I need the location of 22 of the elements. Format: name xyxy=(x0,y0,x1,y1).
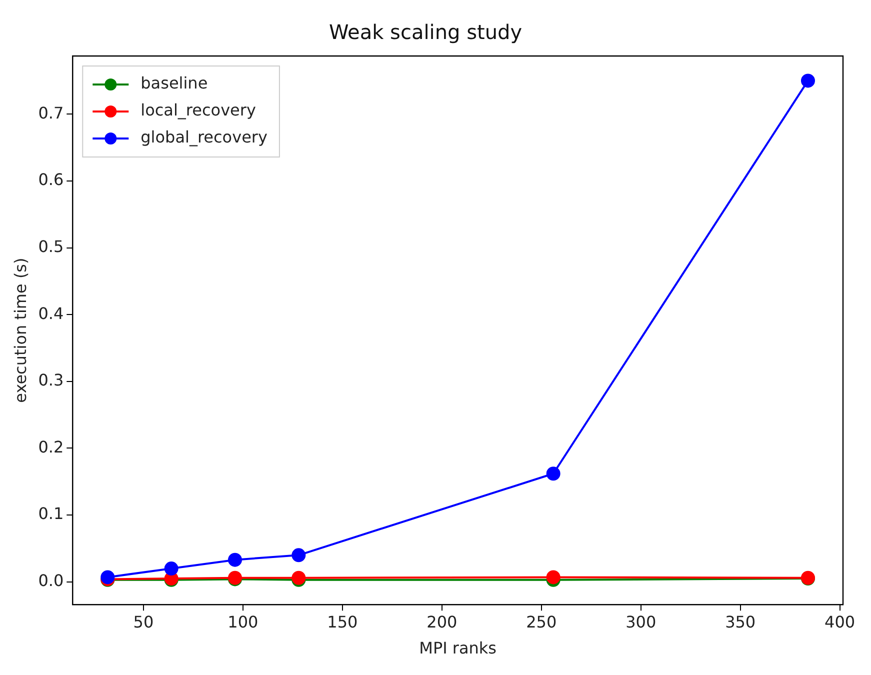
x-tick-label: 200 xyxy=(426,612,458,632)
y-tick-label: 0.5 xyxy=(38,236,64,256)
x-tick-label: 400 xyxy=(824,612,856,632)
legend-label: baseline xyxy=(140,74,208,93)
y-tick-label: 0.3 xyxy=(38,370,64,390)
x-tick-label: 250 xyxy=(526,612,557,632)
y-tick-label: 0.4 xyxy=(38,304,64,323)
x-tick-label: 50 xyxy=(133,612,154,632)
x-tick-label: 100 xyxy=(228,612,258,632)
chart-title: Weak scaling study xyxy=(328,20,522,44)
y-tick-label: 0.6 xyxy=(38,170,64,190)
y-axis-title: execution time (s) xyxy=(10,258,30,403)
x-tick-label: 300 xyxy=(626,612,656,632)
legend-label: global_recovery xyxy=(140,128,268,147)
y-tick-label: 0.0 xyxy=(38,571,64,590)
y-tick-label: 0.7 xyxy=(38,103,64,122)
x-tick-label: 150 xyxy=(327,612,358,632)
x-tick-label: 350 xyxy=(725,612,756,632)
y-tick-label: 0.2 xyxy=(38,437,64,456)
legend-label: local_recovery xyxy=(140,100,256,120)
y-tick-label: 0.1 xyxy=(38,504,64,524)
x-axis-title: MPI ranks xyxy=(419,638,497,658)
